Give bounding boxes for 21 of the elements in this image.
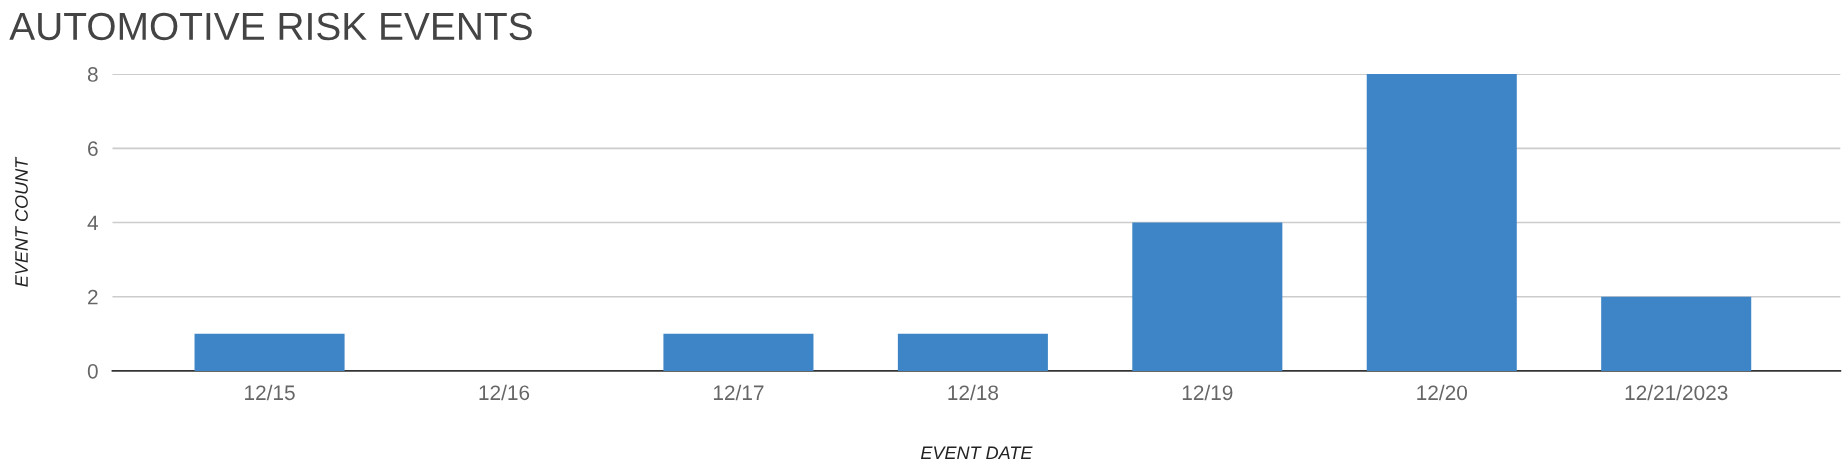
x-tick-label: 12/16 <box>479 384 530 401</box>
x-tick-label: 12/21/2023 <box>1625 384 1728 401</box>
y-tick-label: 0 <box>87 363 98 379</box>
x-tick-label: 12/19 <box>1182 384 1233 401</box>
y-tick-label: 6 <box>88 141 98 157</box>
bar <box>1601 296 1752 371</box>
x-tick-label: 12/15 <box>245 384 295 401</box>
bar <box>1366 74 1517 371</box>
bar <box>897 333 1048 371</box>
bar <box>1132 222 1283 371</box>
bar <box>663 333 814 371</box>
x-tick-label: 12/20 <box>1417 384 1468 401</box>
y-tick-label: 4 <box>87 215 98 231</box>
x-tick-label: 12/17 <box>713 384 764 401</box>
x-axis-title: EVENT DATE <box>920 446 1033 459</box>
y-tick-label: 2 <box>88 289 98 305</box>
bar <box>194 333 345 371</box>
y-tick-label: 8 <box>87 67 98 82</box>
y-axis-title: EVENT COUNT <box>15 156 28 287</box>
chart-title: AUTOMOTIVE RISK EVENTS <box>9 12 532 41</box>
x-tick-label: 12/18 <box>948 384 999 401</box>
